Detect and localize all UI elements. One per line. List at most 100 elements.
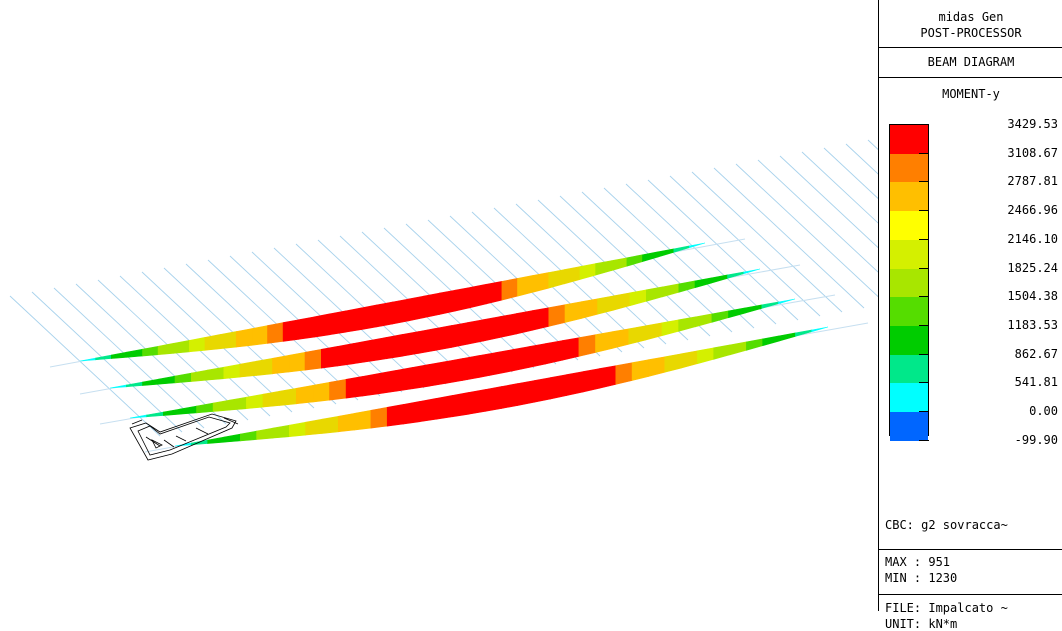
legend-swatch: [890, 125, 928, 155]
moment-segment: [305, 418, 323, 436]
moment-segment: [564, 266, 581, 285]
moment-segment: [267, 322, 284, 344]
moment-segment: [288, 421, 306, 438]
grid-line: [845, 143, 997, 285]
moment-segment: [255, 357, 273, 376]
moment-segment: [597, 295, 615, 315]
file-name: FILE: Impalcato ~: [885, 601, 1008, 615]
unit-label: UNIT: kN*m: [885, 617, 958, 631]
moment-segment: [729, 341, 747, 356]
moment-segment: [462, 355, 480, 381]
legend-value: 1183.53: [1007, 317, 1058, 332]
moment-diagrams: [79, 242, 829, 447]
moment-segment: [728, 307, 746, 319]
result-component: MOMENT-y: [942, 87, 1000, 101]
grid-line: [559, 195, 711, 337]
app-name: midas Gen: [938, 10, 1004, 24]
moment-segment: [212, 399, 231, 412]
legend-value: 3429.53: [1007, 117, 1058, 131]
app-title: midas Gen POST-PROCESSOR: [879, 9, 1062, 41]
legend-panel: midas Gen POST-PROCESSOR BEAM DIAGRAM MO…: [878, 0, 1062, 631]
legend-tick: [919, 411, 929, 412]
moment-segment: [240, 430, 257, 442]
moment-segment: [312, 381, 330, 403]
moment-segment: [548, 304, 566, 327]
divider: [879, 47, 1062, 48]
app-subtitle: POST-PROCESSOR: [920, 26, 1022, 40]
moment-segment: [412, 364, 430, 390]
moment-segment: [680, 350, 698, 369]
moment-segment: [419, 398, 437, 423]
moment-segment: [648, 356, 666, 377]
moment-segment: [353, 340, 371, 365]
moment-segment: [329, 310, 346, 336]
moment-segment: [454, 286, 471, 312]
moment-segment: [582, 368, 600, 393]
moment-segment: [694, 313, 713, 328]
moment-segment: [223, 433, 241, 443]
moment-segment: [564, 301, 582, 323]
moment-segment: [613, 292, 631, 311]
legend-tick: [919, 324, 929, 326]
moment-segment: [109, 384, 127, 389]
moment-segment: [713, 344, 731, 360]
moment-segment: [314, 313, 331, 338]
moment-segment: [423, 292, 440, 319]
moment-segment: [229, 396, 247, 411]
legend-swatch: [890, 325, 928, 356]
legend-tick: [919, 353, 929, 355]
moment-segment: [418, 328, 436, 354]
moment-segment: [631, 359, 649, 381]
moment-segment: [517, 275, 534, 297]
moment-segment: [146, 411, 164, 418]
moment-segment: [664, 353, 682, 373]
grid-line: [53, 287, 205, 429]
moment-segment: [485, 281, 503, 305]
moment-segment: [282, 319, 300, 342]
moment-segment: [435, 395, 453, 420]
moment-segment: [629, 289, 647, 307]
moment-segment: [379, 370, 397, 395]
moment-segment: [370, 406, 388, 429]
moment-segment: [95, 354, 112, 361]
legend-tick: [919, 152, 929, 154]
moment-segment: [673, 245, 690, 253]
moment-segment: [550, 374, 568, 400]
divider: [879, 77, 1062, 78]
grid-line: [713, 167, 865, 309]
moment-segment: [428, 361, 447, 387]
moment-segment: [484, 386, 502, 412]
moment-segment: [578, 334, 596, 357]
moment-segment: [478, 352, 497, 378]
moment-segment: [395, 367, 413, 392]
moment-segment: [207, 436, 225, 444]
moment-segment: [158, 375, 176, 385]
moment-segment: [678, 280, 696, 293]
model-viewport[interactable]: [0, 0, 1019, 611]
moment-segment: [545, 340, 563, 365]
moment-segment: [710, 274, 728, 284]
moment-segment: [501, 383, 519, 409]
moment-segment: [811, 326, 829, 333]
beam-diagram-canvas[interactable]: [0, 0, 1019, 611]
moment-segment: [142, 378, 160, 386]
legend-tick: [919, 238, 929, 240]
grid-line: [603, 187, 755, 329]
moment-segment: [272, 354, 290, 375]
moment-segment: [376, 301, 393, 328]
legend-value: -99.90: [1014, 432, 1058, 447]
moment-segment: [642, 251, 659, 263]
moment-segment: [337, 343, 355, 367]
moment-segment: [515, 310, 533, 335]
moment-segment: [262, 390, 280, 408]
moment-segment: [354, 409, 372, 431]
color-legend-bar: [889, 124, 929, 442]
moment-segment: [528, 343, 546, 368]
moment-segment: [762, 335, 780, 347]
grid-line: [647, 179, 799, 321]
moment-segment: [452, 392, 470, 418]
moment-segment: [517, 380, 535, 406]
moment-segment: [345, 376, 364, 399]
divider: [879, 594, 1062, 595]
grid-line: [9, 295, 161, 437]
